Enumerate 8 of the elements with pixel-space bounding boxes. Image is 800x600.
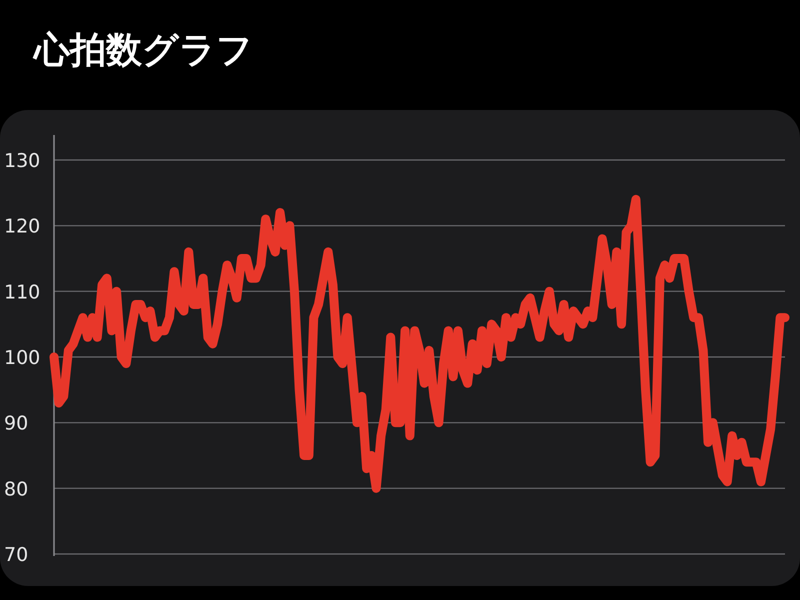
title: 心拍数グラフ xyxy=(34,30,253,71)
y-tick-label: 130 xyxy=(4,150,40,172)
y-tick-label: 70 xyxy=(4,544,28,566)
y-tick-label: 80 xyxy=(4,478,28,500)
y-tick-label: 100 xyxy=(4,347,40,369)
y-tick-label: 90 xyxy=(4,412,28,435)
y-tick-label: 110 xyxy=(4,281,40,304)
y-tick-label: 120 xyxy=(4,216,40,238)
